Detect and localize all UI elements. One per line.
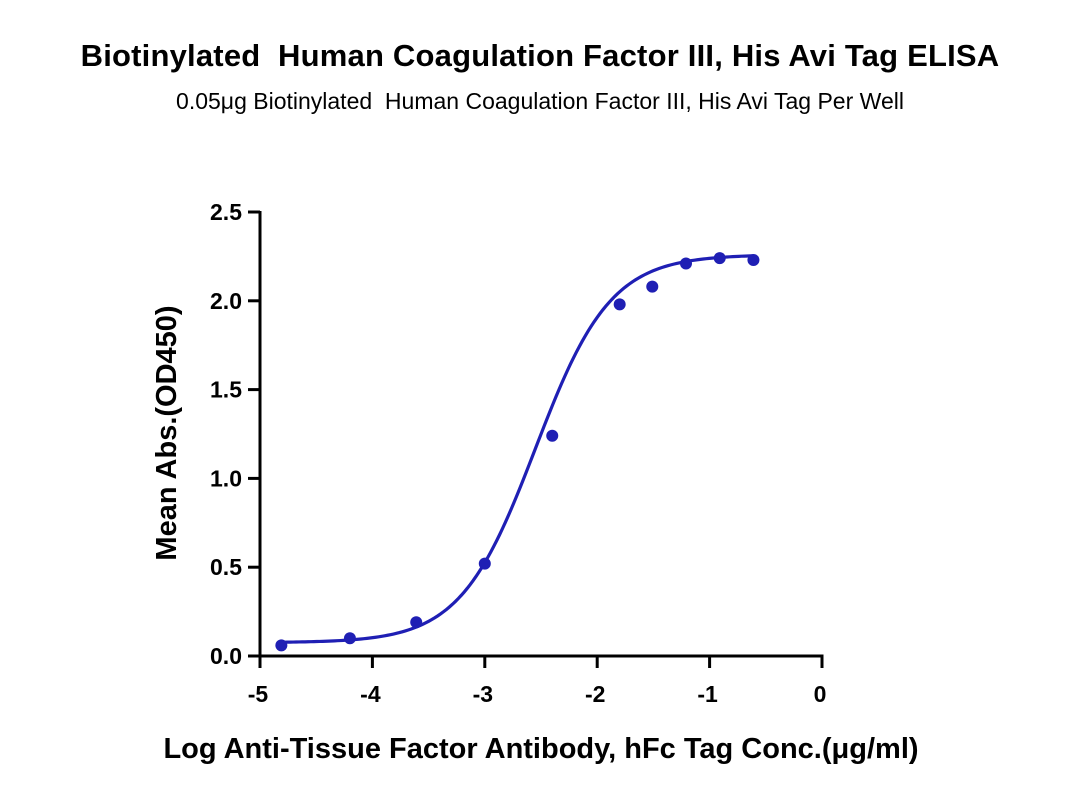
x-tick-label: -2 bbox=[585, 681, 605, 707]
x-tick-label: 0 bbox=[814, 681, 827, 707]
y-tick-label: 1.0 bbox=[210, 465, 242, 491]
x-tick-label: -1 bbox=[697, 681, 718, 707]
data-point bbox=[679, 257, 692, 270]
data-point bbox=[275, 639, 288, 652]
data-point bbox=[410, 616, 423, 629]
y-tick-label: 0.5 bbox=[210, 554, 242, 580]
data-point bbox=[747, 253, 760, 266]
y-tick-label: 0.0 bbox=[210, 643, 242, 669]
data-point bbox=[646, 280, 659, 293]
y-tick-label: 2.0 bbox=[210, 288, 242, 314]
data-point bbox=[613, 298, 626, 311]
y-tick-label: 1.5 bbox=[210, 377, 242, 403]
axes bbox=[258, 211, 824, 658]
data-point bbox=[478, 557, 491, 570]
x-axis-ticks: -5 -4 -3 -2 -1 0 bbox=[248, 656, 827, 707]
x-axis-title: Log Anti-Tissue Factor Antibody, hFc Tag… bbox=[163, 733, 918, 765]
y-axis-ticks: 0.0 0.5 1.0 1.5 2.0 2.5 bbox=[210, 199, 260, 669]
chart-subtitle: 0.05μg Biotinylated Human Coagulation Fa… bbox=[176, 88, 904, 114]
data-point bbox=[546, 429, 559, 442]
fit-curve bbox=[281, 254, 754, 644]
y-tick-label: 2.5 bbox=[210, 199, 242, 225]
x-tick-label: -5 bbox=[248, 681, 269, 707]
data-points bbox=[275, 252, 760, 652]
x-tick-label: -3 bbox=[473, 681, 493, 707]
y-axis-title: Mean Abs.(OD450) bbox=[151, 305, 183, 560]
data-point bbox=[713, 252, 726, 265]
data-point bbox=[343, 632, 356, 645]
x-tick-label: -4 bbox=[360, 681, 381, 707]
chart-title: Biotinylated Human Coagulation Factor II… bbox=[80, 38, 1000, 73]
